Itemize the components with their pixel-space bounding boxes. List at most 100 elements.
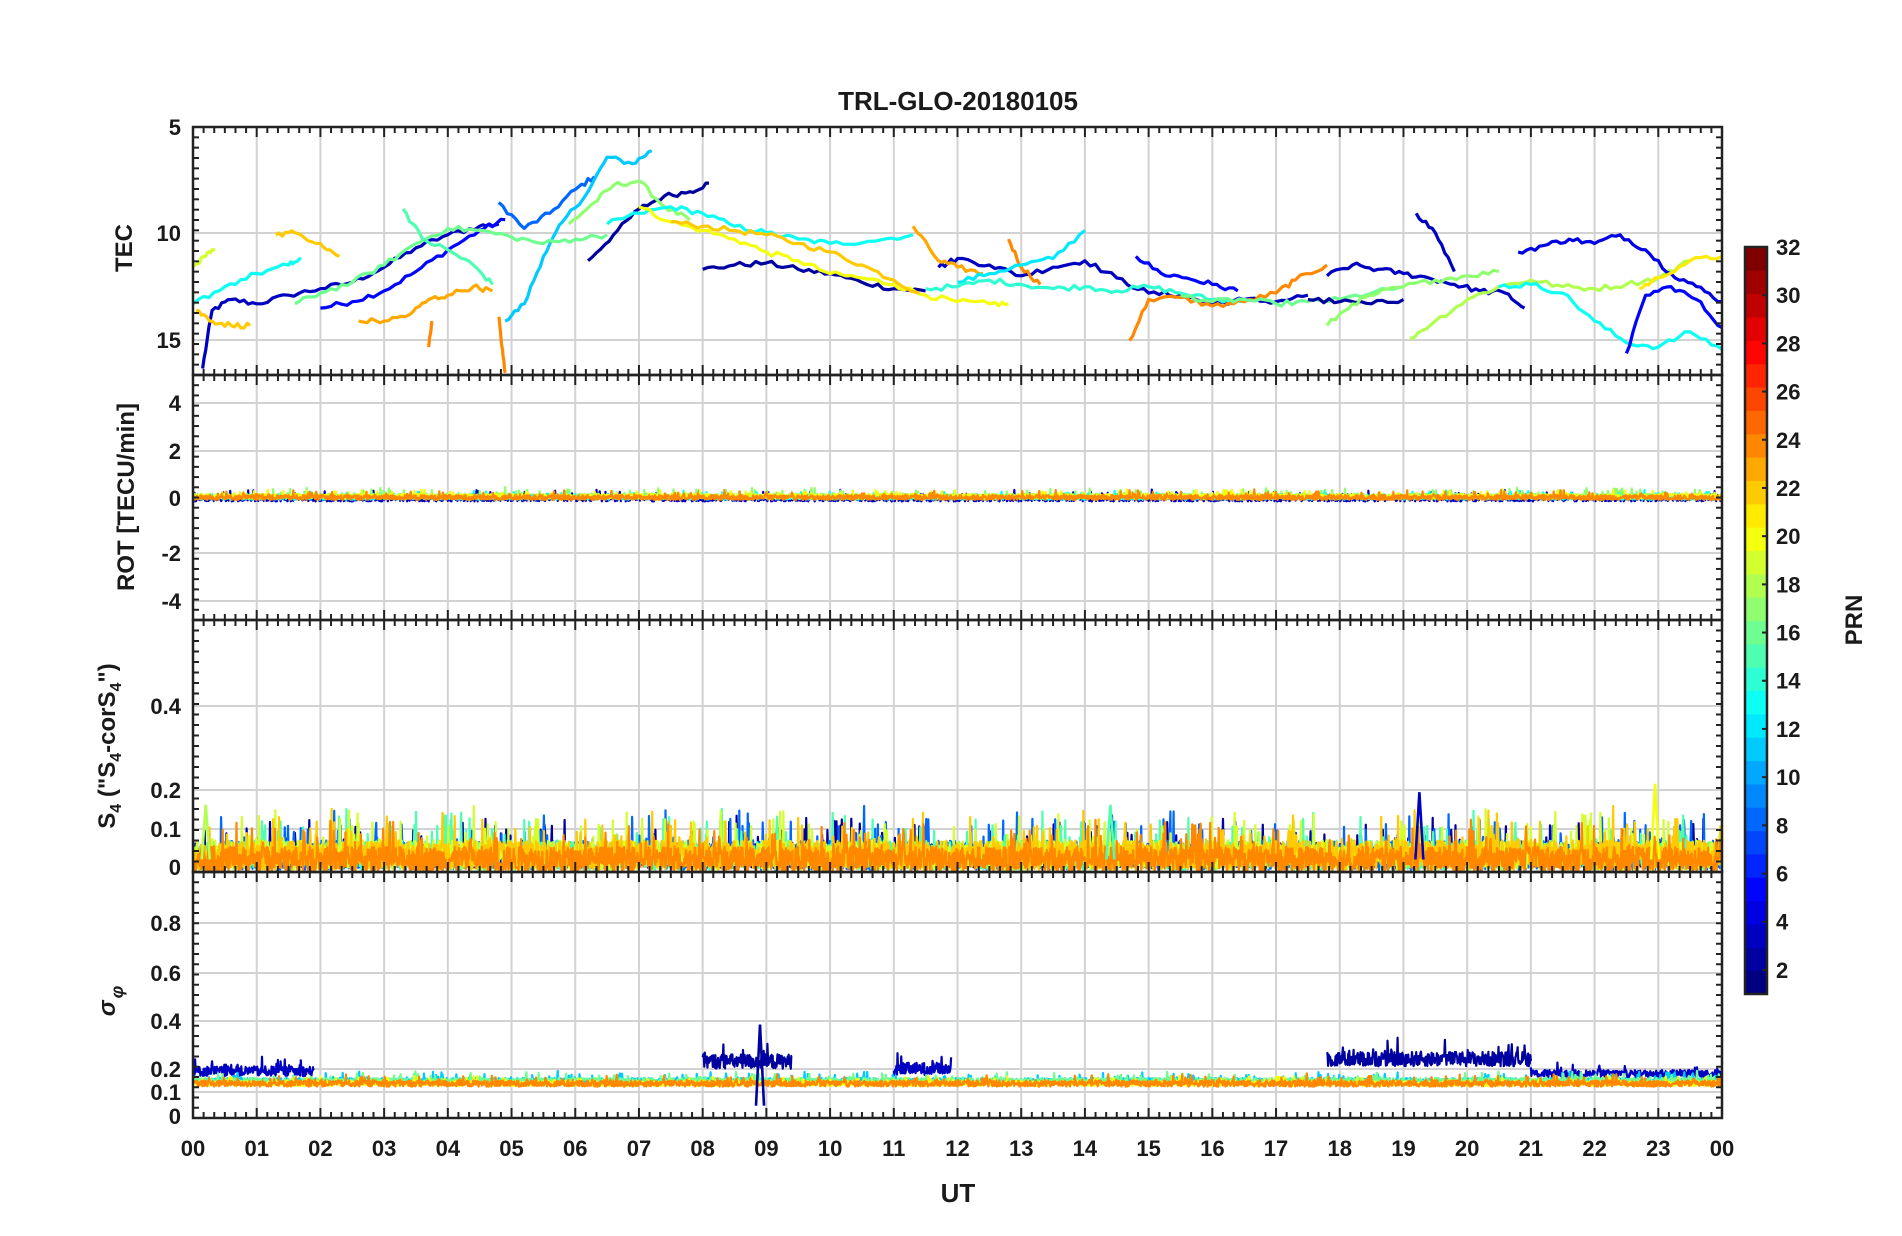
y-tick-label: 0.4 [150, 694, 181, 719]
x-tick-label: 00 [181, 1136, 205, 1161]
x-tick-label: 17 [1264, 1136, 1288, 1161]
x-axis-label: UT [941, 1178, 976, 1208]
x-tick-label: 03 [372, 1136, 396, 1161]
y-tick-label: 0.6 [150, 961, 181, 986]
peak-prn-18 [200, 804, 212, 860]
y-label-tec: TEC [111, 224, 138, 272]
series-line-prn-24 [1128, 263, 1329, 342]
y-label-s4-part: S [94, 813, 121, 829]
colorbar-tick-label: 18 [1776, 572, 1800, 597]
y-tick-label: 0 [169, 1104, 181, 1129]
noise-band-prn-24 [193, 488, 1722, 501]
x-tick-label: 01 [244, 1136, 268, 1161]
x-tick-label: 08 [690, 1136, 714, 1161]
series-group [193, 1024, 1722, 1106]
colorbar-label: PRN [1841, 595, 1868, 646]
x-tick-label: 23 [1646, 1136, 1670, 1161]
x-tick-label: 12 [945, 1136, 969, 1161]
series-line-prn-24 [1007, 238, 1042, 286]
noise-band-prn-3 [193, 488, 1722, 503]
series-line-prn-2 [1307, 296, 1405, 306]
y-tick-label: -2 [161, 541, 181, 566]
x-tick-label: 05 [499, 1136, 523, 1161]
colorbar-tick-label: 26 [1776, 380, 1800, 405]
series-group [193, 486, 1722, 503]
series-line-prn-24 [427, 320, 434, 348]
peak-prn-20 [1649, 783, 1661, 860]
y-tick-label: 0 [169, 486, 181, 511]
series-line-prn-3 [1325, 261, 1526, 310]
colorbar-segment [1745, 387, 1767, 411]
colorbar-segment [1745, 270, 1767, 295]
colorbar-segment [1745, 783, 1767, 808]
series-line-prn-13 [1498, 281, 1722, 351]
y-label-s4-part: 4 [108, 683, 125, 692]
x-tick-label: 06 [563, 1136, 587, 1161]
colorbar-tick-label: 20 [1776, 524, 1800, 549]
series-line-prn-17 [1325, 268, 1500, 327]
series-line-prn-22 [275, 229, 341, 258]
panels: 51015-4-202400.10.20.400.10.20.40.60.8TE… [94, 115, 1724, 1129]
colorbar-tick-label: 22 [1776, 476, 1800, 501]
y-tick-label: 2 [169, 439, 181, 464]
colorbar-segment [1745, 737, 1767, 762]
colorbar-segment [1745, 247, 1767, 271]
colorbar-segment [1745, 527, 1767, 551]
peak-prn-2 [754, 1024, 766, 1106]
x-tick-label: 02 [308, 1136, 332, 1161]
series-line-prn-12 [957, 229, 1086, 284]
colorbar-tick-label: 32 [1776, 235, 1800, 260]
colorbar-segment [1745, 853, 1767, 878]
colorbar-segment [1745, 900, 1767, 925]
series-line-prn-23 [911, 225, 984, 276]
series-line-prn-22 [670, 220, 920, 295]
colorbar-segment [1745, 597, 1767, 621]
y-label-sigma-phi: σφ [94, 985, 127, 1016]
series-line-prn-15 [401, 207, 494, 286]
colorbar-frame [1743, 245, 1769, 996]
series-line-prn-4 [1517, 233, 1722, 304]
colorbar-segment [1745, 573, 1767, 598]
colorbar-tick-label: 8 [1776, 813, 1788, 838]
y-tick-label: 0.2 [150, 778, 181, 803]
colorbar-tick-label: 24 [1776, 428, 1801, 453]
y-label-s4-part: -corS [94, 692, 121, 753]
colorbar-segment [1745, 620, 1767, 645]
y-label-rot: ROT [TECU/min] [113, 403, 140, 591]
y-tick-label: 4 [169, 391, 182, 416]
colorbar-segment [1745, 293, 1767, 318]
y-tick-label: -4 [161, 589, 181, 614]
y-tick-label: 0.1 [150, 817, 181, 842]
colorbar-segment [1745, 970, 1767, 995]
y-label-s4-part: 4 [108, 753, 125, 762]
x-tick-label: 14 [1073, 1136, 1098, 1161]
colorbar-segment [1745, 807, 1767, 832]
colorbar-segment [1745, 363, 1767, 388]
y-tick-label: 0.2 [150, 1057, 181, 1082]
colorbar-segment [1745, 550, 1767, 575]
x-tick-label: 22 [1582, 1136, 1606, 1161]
noise-band-prn-24 [193, 1072, 1722, 1088]
series-line-prn-17 [567, 179, 691, 226]
peak-prn-3 [1414, 792, 1425, 860]
colorbar-segment [1745, 503, 1767, 528]
series-line-prn-18 [1409, 259, 1691, 340]
colorbar-segment [1745, 690, 1767, 715]
colorbar-segment [1745, 877, 1767, 902]
chart-title: TRL-GLO-20180105 [838, 86, 1078, 116]
colorbar-segment [1745, 667, 1767, 692]
colorbar-tick-label: 12 [1776, 717, 1800, 742]
colorbar-tick-label: 10 [1776, 765, 1800, 790]
colorbar-segment [1745, 760, 1767, 785]
colorbar-tick-label: 16 [1776, 621, 1800, 646]
series-line-prn-2 [702, 259, 926, 293]
series-line-prn-5 [1624, 285, 1722, 355]
colorbar-segment [1745, 713, 1767, 738]
y-tick-label: 0.8 [150, 911, 181, 936]
y-tick-label: 5 [169, 115, 181, 140]
x-tick-label: 11 [882, 1136, 905, 1161]
panel-sigma_phi: 00.10.2 0.4 0.6 0.8 [150, 870, 1724, 1129]
series-group [193, 149, 1722, 374]
colorbar-segment [1745, 480, 1767, 505]
